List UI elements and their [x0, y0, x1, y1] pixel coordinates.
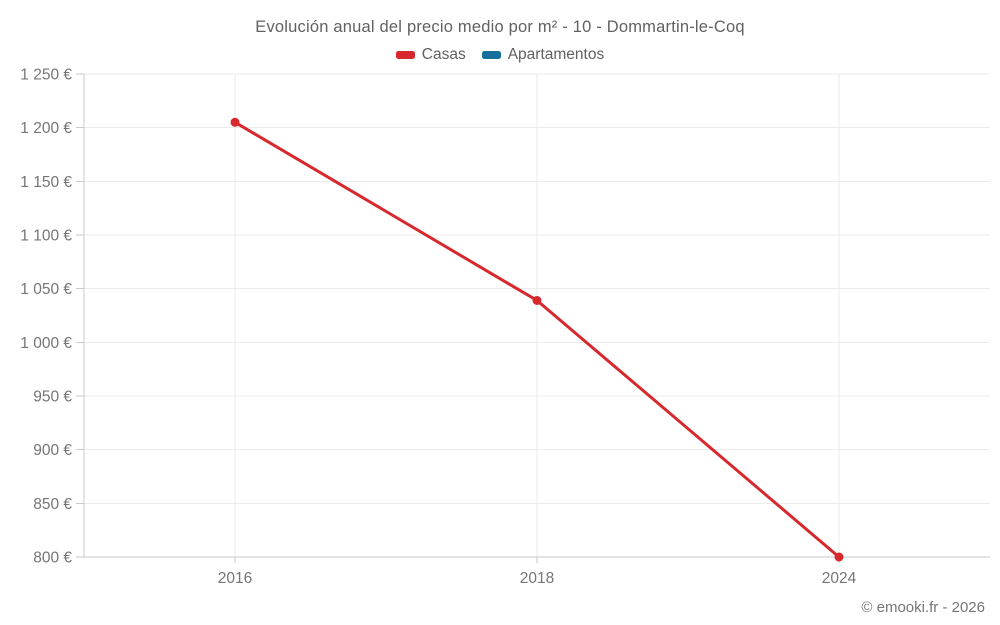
data-point-casas-2024[interactable]: [834, 552, 844, 562]
data-point-casas-2016[interactable]: [230, 117, 240, 127]
y-axis-label: 900 €: [33, 442, 72, 459]
y-axis-label: 850 €: [33, 496, 72, 513]
y-axis-label: 1 250 €: [20, 67, 72, 84]
legend-label-apartamentos: Apartamentos: [507, 46, 605, 63]
legend-item-apartamentos[interactable]: Apartamentos: [481, 46, 605, 64]
y-axis-label: 1 150 €: [20, 174, 72, 191]
x-axis-label: 2024: [822, 570, 857, 587]
legend-item-casas[interactable]: Casas: [395, 46, 466, 64]
y-axis-label: 1 000 €: [20, 335, 72, 352]
y-axis-label: 800 €: [33, 550, 72, 567]
y-axis-label: 1 200 €: [20, 120, 72, 137]
legend: Casas Apartamentos: [0, 46, 1000, 64]
x-axis-label: 2018: [520, 570, 554, 587]
y-axis-label: 1 050 €: [20, 281, 72, 298]
apartamentos-series-swatch-icon: [481, 51, 501, 59]
copyright-footer: © emooki.fr - 2026: [861, 599, 985, 616]
y-axis-label: 1 100 €: [20, 228, 72, 245]
x-axis-label: 2016: [218, 570, 252, 587]
casas-series-swatch-icon: [395, 51, 415, 59]
data-point-casas-2018[interactable]: [532, 295, 542, 305]
chart-title: Evolución anual del precio medio por m² …: [255, 18, 745, 36]
legend-label-casas: Casas: [421, 46, 466, 63]
y-axis-label: 950 €: [33, 389, 72, 406]
